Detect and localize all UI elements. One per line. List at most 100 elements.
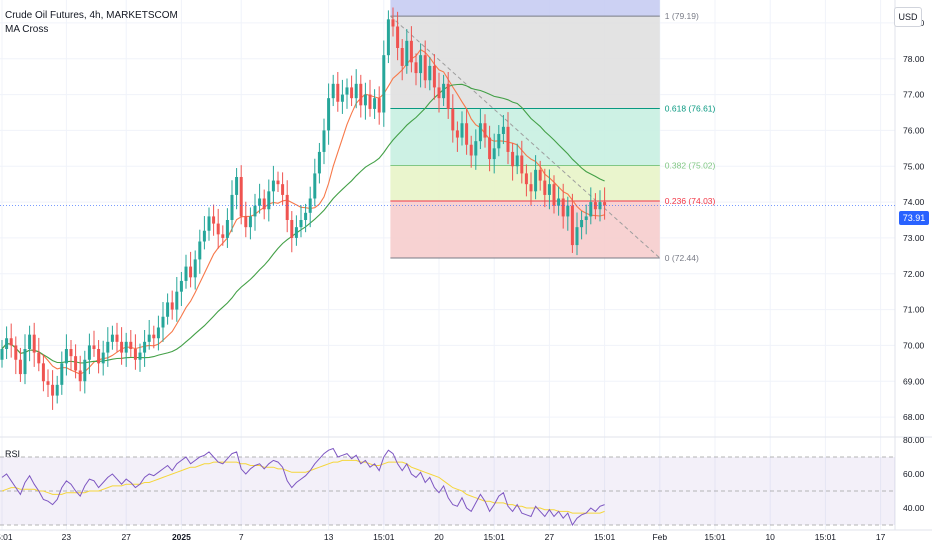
candle-body — [23, 349, 27, 375]
indicator-label[interactable]: MA Cross — [5, 24, 49, 35]
time-axis-label: 27 — [545, 532, 555, 542]
candle-body — [345, 87, 349, 95]
rsi-line — [1, 447, 605, 527]
time-axis-label: 17 — [876, 532, 886, 542]
candle-body — [308, 198, 312, 213]
candle-body — [409, 40, 413, 63]
candle-body — [423, 55, 427, 81]
fib-level-label: 0.236 (74.03) — [665, 196, 716, 206]
candle-body — [253, 205, 257, 217]
candle-body — [575, 227, 579, 246]
candle-body — [570, 205, 574, 246]
fib-zone — [390, 16, 660, 109]
candle-body — [202, 230, 206, 242]
candle-body — [0, 349, 4, 360]
candle-body — [18, 359, 22, 375]
candle-body — [5, 338, 9, 349]
candle-body — [501, 126, 505, 134]
time-axis-label: 15:01 — [594, 532, 616, 542]
time-axis-label: 20 — [434, 532, 444, 542]
candle-body — [244, 216, 248, 228]
candle-body — [524, 173, 528, 185]
candle-body — [110, 334, 114, 342]
candle-body — [170, 302, 174, 310]
time-axis-label: Feb — [652, 532, 667, 542]
rsi-ma-line — [1, 459, 605, 514]
candle-body — [488, 137, 492, 160]
candle-body — [419, 55, 423, 74]
fib-trend-line — [390, 15, 661, 259]
price-axis-label: 69.00 — [903, 376, 925, 386]
price-axis-label: 68.00 — [903, 412, 925, 422]
candle-body — [437, 87, 441, 99]
candle-body — [520, 155, 524, 174]
fib-level-label: 1 (79.19) — [665, 11, 699, 21]
candle-body — [152, 334, 156, 339]
price-axis-label: 72.00 — [903, 269, 925, 279]
currency-selector[interactable]: USD — [894, 7, 922, 27]
fib-zone — [390, 108, 660, 166]
candle-body — [474, 141, 478, 156]
rsi-axis-label: 80.00 — [903, 435, 925, 445]
candle-body — [271, 180, 275, 192]
candle-body — [483, 123, 487, 138]
candle-body — [225, 220, 229, 238]
time-axis-label: 15:01 — [815, 532, 837, 542]
candle-body — [561, 198, 565, 217]
candle-body — [60, 363, 64, 385]
fib-zone — [390, 201, 660, 258]
candle-body — [92, 345, 96, 349]
candle-body — [506, 126, 510, 152]
candle-body — [230, 194, 234, 220]
candle-body — [115, 334, 119, 342]
candle-body — [184, 266, 188, 281]
candle-body — [552, 184, 556, 206]
candle-body — [212, 216, 216, 224]
time-axis-label: 13 — [324, 532, 334, 542]
candle-body — [317, 151, 321, 174]
candle-body — [32, 334, 36, 353]
candle-body — [584, 216, 588, 220]
candle-body — [221, 234, 225, 238]
candle-body — [396, 26, 400, 48]
candle-body — [198, 241, 202, 260]
candle-body — [547, 184, 551, 195]
time-axis-label: 15:01 — [704, 532, 726, 542]
candle-body — [258, 198, 262, 206]
candle-body — [281, 184, 285, 195]
candle-body — [529, 184, 533, 192]
price-axis-label: 71.00 — [903, 305, 925, 315]
candle-body — [340, 94, 344, 102]
candle-body — [400, 48, 404, 66]
candle-body — [368, 94, 372, 109]
candle-body — [120, 341, 124, 353]
chart-title[interactable]: Crude Oil Futures, 4h, MARKETSCOM — [5, 10, 178, 21]
candle-body — [354, 83, 358, 99]
candle-body — [106, 341, 110, 353]
current-price-tag: 73.91 — [899, 211, 929, 225]
candle-body — [28, 334, 32, 349]
candle-body — [492, 148, 496, 160]
candle-body — [189, 266, 193, 278]
candle-body — [239, 177, 243, 217]
candle-body — [138, 352, 142, 360]
rsi-label[interactable]: RSI — [5, 449, 21, 459]
candle-body — [336, 83, 340, 102]
candle-body — [83, 359, 87, 382]
candle-body — [290, 220, 294, 238]
candle-body — [534, 169, 538, 192]
candle-body — [37, 352, 41, 364]
candle-body — [598, 202, 602, 210]
candle-body — [207, 216, 211, 231]
candle-body — [97, 349, 101, 364]
candle-body — [216, 223, 220, 235]
candle-body — [373, 98, 377, 109]
time-axis-label: 15:01 — [373, 532, 395, 542]
price-axis-label: 78.00 — [903, 54, 925, 64]
price-axis-label: 76.00 — [903, 125, 925, 135]
candle-body — [41, 363, 45, 382]
price-axis-label: 73.00 — [903, 233, 925, 243]
candle-body — [455, 130, 459, 138]
candle-body — [331, 83, 335, 99]
